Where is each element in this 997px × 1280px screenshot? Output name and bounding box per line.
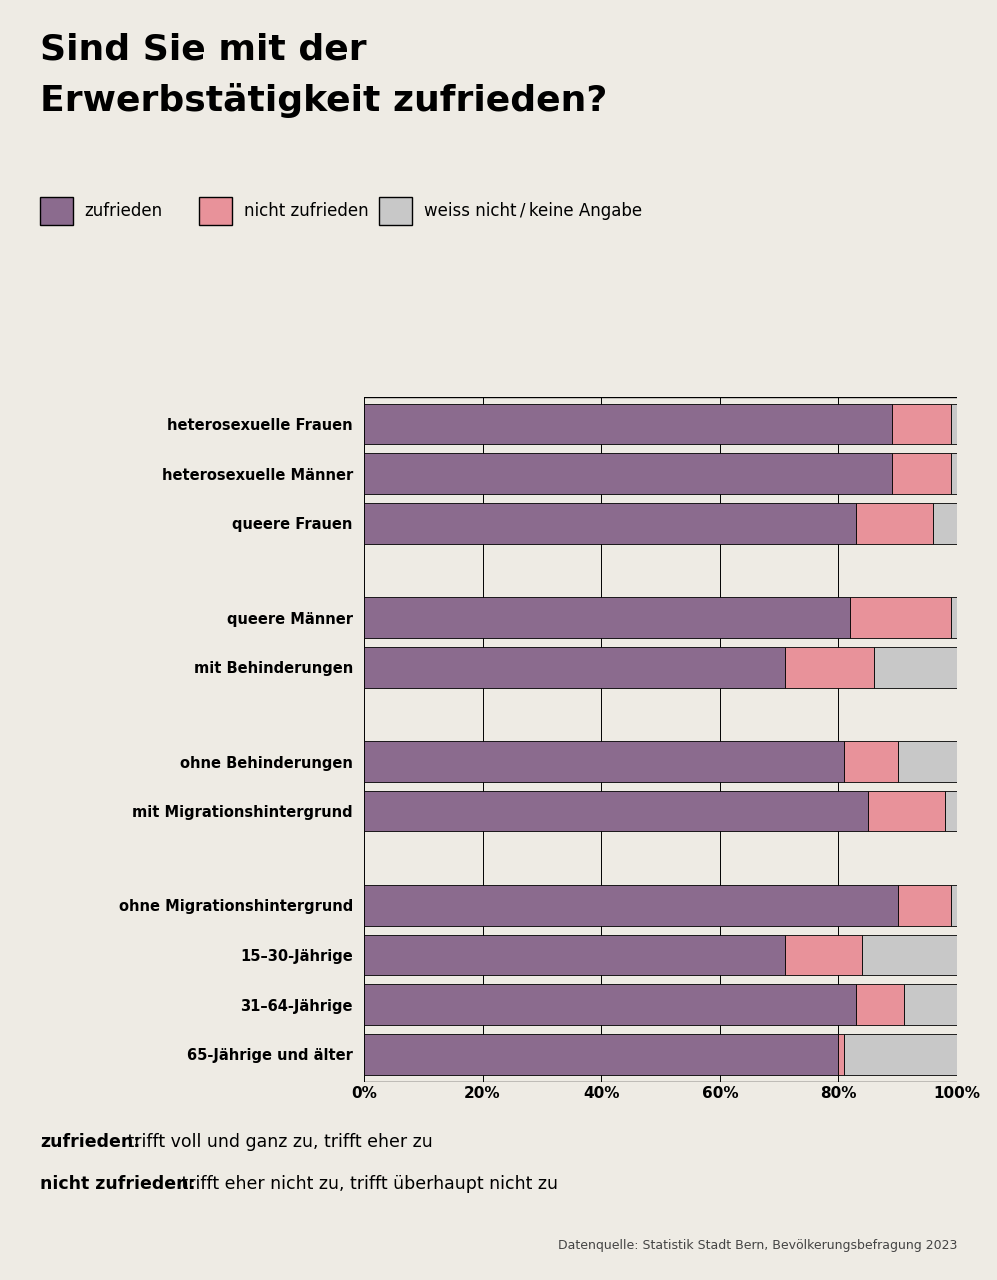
Bar — [874, 646, 957, 687]
Bar — [785, 646, 874, 687]
Bar — [364, 598, 850, 637]
Text: nicht zufrieden:: nicht zufrieden: — [40, 1175, 195, 1193]
Bar — [892, 403, 951, 444]
Text: zufrieden: zufrieden — [85, 202, 163, 220]
Bar — [897, 741, 957, 782]
Bar — [364, 934, 785, 975]
Bar — [364, 984, 856, 1025]
Bar — [844, 741, 898, 782]
Bar — [364, 453, 892, 494]
Bar — [364, 1034, 838, 1075]
Bar — [856, 984, 903, 1025]
Bar — [951, 884, 957, 925]
Bar — [838, 1034, 844, 1075]
Bar — [945, 791, 957, 832]
Bar — [364, 791, 868, 832]
Text: trifft voll und ganz zu, trifft eher zu: trifft voll und ganz zu, trifft eher zu — [122, 1133, 433, 1151]
Bar — [844, 1034, 957, 1075]
Text: weiss nicht / keine Angabe: weiss nicht / keine Angabe — [424, 202, 642, 220]
Bar — [862, 934, 957, 975]
Text: Erwerbstätigkeit zufrieden?: Erwerbstätigkeit zufrieden? — [40, 83, 607, 118]
Bar — [856, 503, 933, 544]
Bar — [903, 984, 957, 1025]
Text: nicht zufrieden: nicht zufrieden — [244, 202, 369, 220]
Bar — [951, 598, 957, 637]
Bar — [364, 403, 892, 444]
Bar — [850, 598, 951, 637]
Text: zufrieden:: zufrieden: — [40, 1133, 141, 1151]
Text: Sind Sie mit der: Sind Sie mit der — [40, 32, 367, 67]
Bar — [364, 884, 897, 925]
Bar — [868, 791, 945, 832]
Bar — [951, 453, 957, 494]
Bar — [892, 453, 951, 494]
Bar — [364, 503, 856, 544]
Bar — [364, 646, 785, 687]
Bar — [951, 403, 957, 444]
Bar — [933, 503, 957, 544]
Text: Datenquelle: Statistik Stadt Bern, Bevölkerungsbefragung 2023: Datenquelle: Statistik Stadt Bern, Bevöl… — [557, 1239, 957, 1252]
Text: trifft eher nicht zu, trifft überhaupt nicht zu: trifft eher nicht zu, trifft überhaupt n… — [176, 1175, 558, 1193]
Bar — [785, 934, 862, 975]
Bar — [364, 741, 844, 782]
Bar — [897, 884, 951, 925]
